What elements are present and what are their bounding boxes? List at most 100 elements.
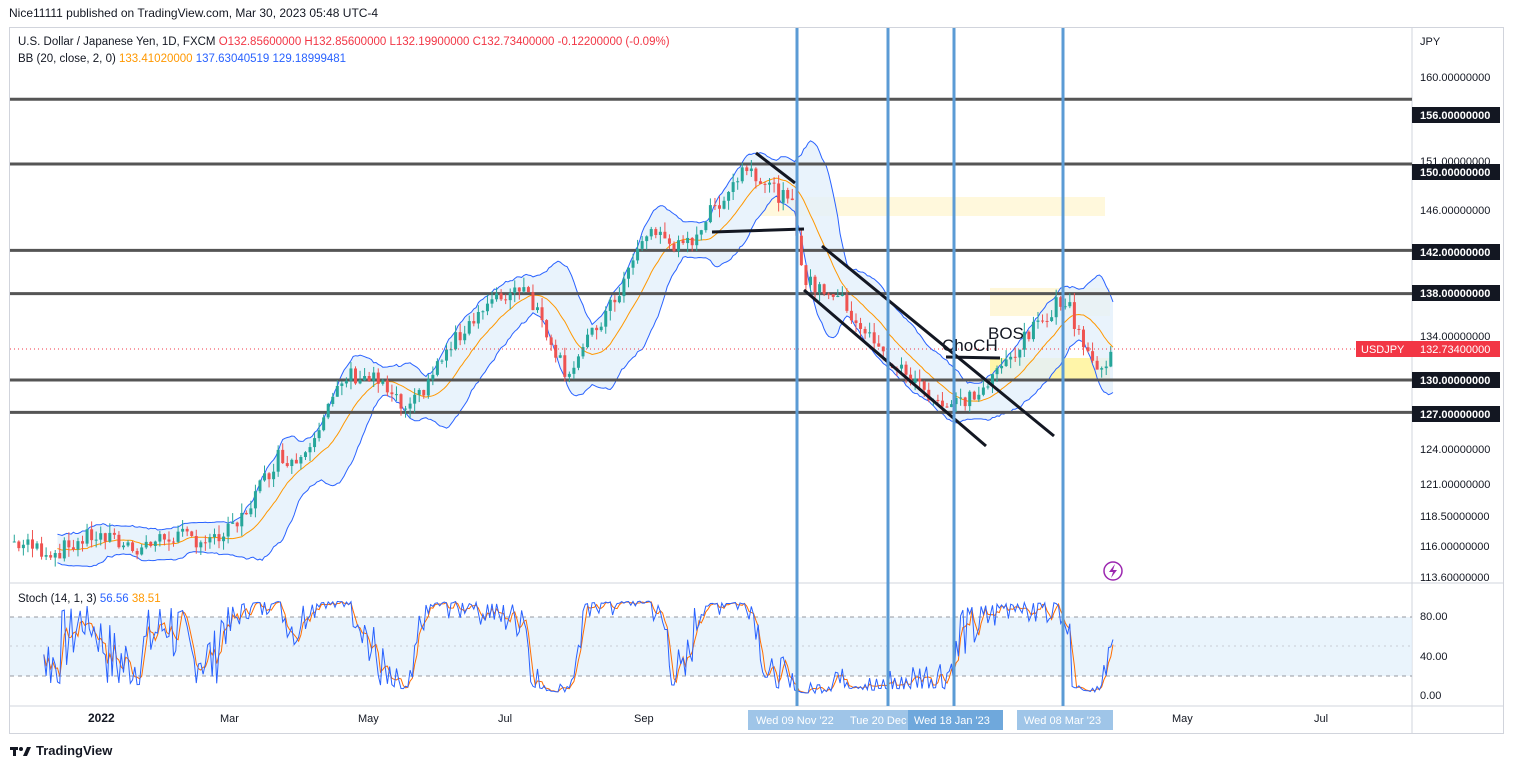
candle bbox=[440, 359, 444, 365]
price-tick: 146.00000000 bbox=[1420, 205, 1490, 217]
candle bbox=[818, 281, 822, 302]
candle bbox=[1091, 342, 1095, 364]
candle bbox=[1045, 313, 1049, 328]
candle bbox=[472, 312, 476, 327]
candle bbox=[267, 472, 271, 488]
candle bbox=[103, 532, 107, 550]
last-price-symbol: USDJPY bbox=[1361, 344, 1405, 356]
symbol-legend: U.S. Dollar / Japanese Yen, 1D, FXCM O13… bbox=[18, 36, 670, 48]
candle bbox=[1041, 314, 1045, 324]
channel-lower bbox=[803, 288, 987, 448]
date-marker-label: Tue 20 Dec '22 bbox=[850, 715, 924, 727]
candle bbox=[749, 159, 753, 177]
date-marker-tag bbox=[908, 710, 1003, 730]
candle bbox=[1081, 326, 1085, 356]
candle bbox=[126, 540, 130, 548]
level-label: 150.00000000 bbox=[1420, 167, 1490, 179]
currency-label: JPY bbox=[1420, 36, 1441, 48]
candle bbox=[71, 539, 75, 552]
candle bbox=[376, 368, 380, 393]
candle bbox=[677, 235, 681, 258]
candle bbox=[863, 326, 867, 340]
candle bbox=[695, 226, 699, 252]
stoch-label[interactable]: Stoch (14, 1, 3) bbox=[18, 593, 97, 605]
candle bbox=[1036, 311, 1040, 329]
candles bbox=[12, 159, 1113, 567]
stoch-band bbox=[10, 617, 1412, 676]
candle bbox=[808, 269, 812, 292]
candle bbox=[690, 237, 694, 252]
candle bbox=[1086, 342, 1090, 353]
symbol-title[interactable]: U.S. Dollar / Japanese Yen, 1D, FXCM bbox=[18, 36, 216, 48]
price-tick: 160.00000000 bbox=[1420, 72, 1490, 84]
stoch-d-line bbox=[43, 600, 1114, 694]
candle bbox=[17, 540, 21, 552]
stoch-d-value: 38.51 bbox=[131, 593, 161, 605]
candle bbox=[772, 177, 776, 193]
candle bbox=[485, 294, 489, 316]
candle bbox=[972, 390, 976, 401]
candle bbox=[212, 528, 216, 545]
candle bbox=[426, 373, 430, 399]
lightning-icon bbox=[1103, 561, 1123, 581]
candle bbox=[226, 516, 230, 544]
candle bbox=[799, 229, 803, 266]
candle bbox=[1018, 349, 1022, 366]
candle bbox=[162, 533, 166, 546]
candle bbox=[563, 347, 567, 382]
trendline bbox=[755, 151, 796, 185]
stoch-k-line bbox=[43, 600, 1114, 695]
candle bbox=[827, 292, 831, 300]
candle bbox=[508, 288, 512, 310]
date-marker-tag bbox=[1017, 710, 1113, 730]
candle bbox=[153, 540, 157, 552]
candle bbox=[658, 226, 662, 244]
candle bbox=[326, 402, 330, 420]
candle bbox=[276, 445, 280, 477]
level-label-group: 156.00000000 150.00000000 142.00000000 1… bbox=[1412, 107, 1500, 422]
candle bbox=[135, 548, 139, 560]
candle bbox=[1063, 298, 1067, 310]
candle bbox=[344, 377, 348, 388]
date-marker-label: Wed 08 Mar '23 bbox=[1024, 715, 1101, 727]
candle bbox=[854, 313, 858, 332]
candle bbox=[554, 339, 558, 363]
candle bbox=[390, 384, 394, 402]
candle bbox=[877, 335, 881, 347]
candle bbox=[1050, 310, 1054, 323]
candle bbox=[681, 235, 685, 245]
candle bbox=[490, 291, 494, 308]
bb-label[interactable]: BB (20, close, 2, 0) bbox=[18, 53, 116, 65]
time-tick: May bbox=[1172, 713, 1193, 725]
tradingview-brand[interactable]: TradingView bbox=[10, 743, 112, 758]
candle bbox=[636, 239, 640, 264]
candle bbox=[117, 531, 121, 549]
candle bbox=[549, 334, 553, 351]
candle bbox=[840, 286, 844, 297]
candle bbox=[777, 175, 781, 212]
brand-label: TradingView bbox=[36, 743, 113, 758]
candle bbox=[335, 380, 339, 397]
candle bbox=[576, 354, 580, 371]
candle bbox=[1072, 293, 1076, 337]
price-tick: 124.00000000 bbox=[1420, 444, 1490, 456]
candle bbox=[672, 241, 676, 253]
candle bbox=[140, 544, 144, 556]
candle bbox=[481, 310, 485, 320]
publisher-line: Nice11111 published on TradingView.com, … bbox=[9, 6, 379, 20]
stochastic-lines bbox=[43, 600, 1114, 695]
price-tick: 113.60000000 bbox=[1420, 572, 1490, 584]
candle bbox=[294, 453, 298, 464]
price-tick: 118.50000000 bbox=[1420, 511, 1490, 523]
candle bbox=[331, 392, 335, 407]
candle bbox=[1022, 322, 1026, 358]
candle bbox=[404, 405, 408, 418]
bos-label: BOS bbox=[988, 324, 1024, 343]
candle bbox=[317, 422, 321, 442]
candle bbox=[167, 531, 171, 551]
candle bbox=[1104, 360, 1108, 376]
candle bbox=[26, 533, 30, 553]
bb-lower bbox=[57, 195, 1114, 568]
candle bbox=[467, 315, 471, 336]
